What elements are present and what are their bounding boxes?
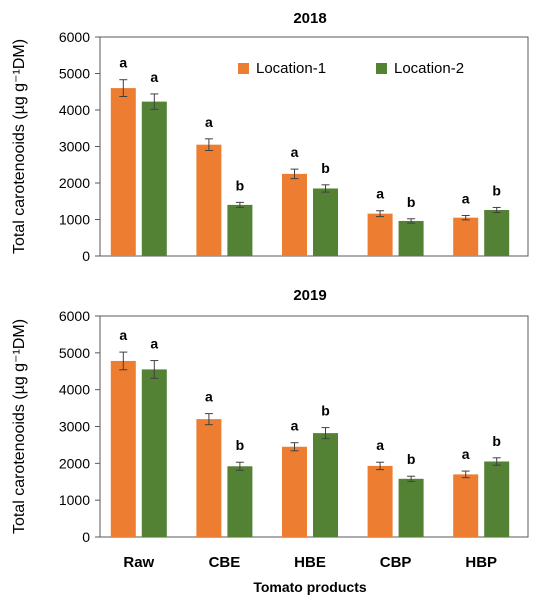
- bar: [141, 369, 167, 537]
- significance-letter: a: [376, 437, 384, 453]
- bar: [313, 188, 338, 256]
- significance-letter: b: [407, 194, 416, 210]
- significance-letter: a: [205, 389, 213, 405]
- y-tick-label: 5000: [59, 66, 90, 82]
- x-tick-label: HBE: [294, 554, 326, 571]
- significance-letter: b: [492, 433, 501, 449]
- y-tick-label: 0: [82, 529, 90, 545]
- y-tick-label: 1000: [59, 492, 90, 508]
- y-tick-label: 1000: [59, 212, 90, 228]
- bar: [141, 101, 167, 256]
- chart-title: 2019: [293, 287, 326, 304]
- bar: [313, 433, 338, 537]
- bar: [398, 478, 424, 537]
- significance-letter: b: [492, 182, 501, 198]
- legend-label: Location-2: [394, 60, 464, 77]
- y-axis-label: Total carotenooids (µg g⁻¹DM): [11, 39, 28, 254]
- y-tick-label: 6000: [59, 308, 90, 324]
- x-tick-label: HBP: [465, 554, 497, 571]
- significance-letter: b: [407, 451, 416, 467]
- bar: [110, 360, 136, 537]
- legend-label: Location-1: [256, 60, 326, 77]
- bar: [110, 88, 136, 256]
- bar: [227, 466, 253, 537]
- significance-letter: a: [291, 144, 299, 160]
- bar: [367, 465, 393, 537]
- y-tick-label: 6000: [59, 29, 90, 45]
- bar: [453, 217, 479, 256]
- y-tick-label: 2000: [59, 175, 90, 191]
- significance-letter: a: [119, 327, 127, 343]
- legend-swatch: [238, 63, 249, 74]
- bar: [484, 461, 510, 537]
- bar: [227, 204, 253, 256]
- x-tick-label: CBE: [209, 554, 241, 571]
- significance-letter: b: [321, 160, 330, 176]
- significance-letter: b: [236, 437, 245, 453]
- legend-swatch: [376, 63, 387, 74]
- significance-letter: a: [119, 55, 127, 71]
- x-axis-label: Tomato products: [253, 579, 367, 595]
- y-axis-label: Total carotenooids (µg g⁻¹DM): [11, 319, 28, 534]
- bar: [196, 144, 222, 256]
- y-tick-label: 4000: [59, 382, 90, 398]
- y-tick-label: 4000: [59, 102, 90, 118]
- bar: [484, 210, 510, 256]
- significance-letter: b: [321, 403, 330, 419]
- bar: [282, 173, 307, 256]
- significance-letter: a: [376, 186, 384, 202]
- significance-letter: a: [150, 336, 158, 352]
- significance-letter: a: [291, 418, 299, 434]
- y-tick-label: 2000: [59, 455, 90, 471]
- bar: [398, 220, 424, 256]
- chart-title: 2018: [293, 10, 326, 27]
- y-tick-label: 3000: [59, 139, 90, 155]
- bar: [367, 213, 393, 256]
- y-tick-label: 0: [82, 248, 90, 264]
- significance-letter: b: [236, 177, 245, 193]
- significance-letter: a: [462, 446, 470, 462]
- significance-letter: a: [205, 114, 213, 130]
- significance-letter: a: [150, 69, 158, 85]
- y-tick-label: 3000: [59, 419, 90, 435]
- x-tick-label: CBP: [380, 554, 412, 571]
- x-tick-label: Raw: [123, 554, 154, 571]
- bar: [453, 474, 479, 537]
- bar: [196, 419, 222, 537]
- significance-letter: a: [462, 190, 470, 206]
- y-tick-label: 5000: [59, 345, 90, 361]
- bar: [282, 446, 307, 537]
